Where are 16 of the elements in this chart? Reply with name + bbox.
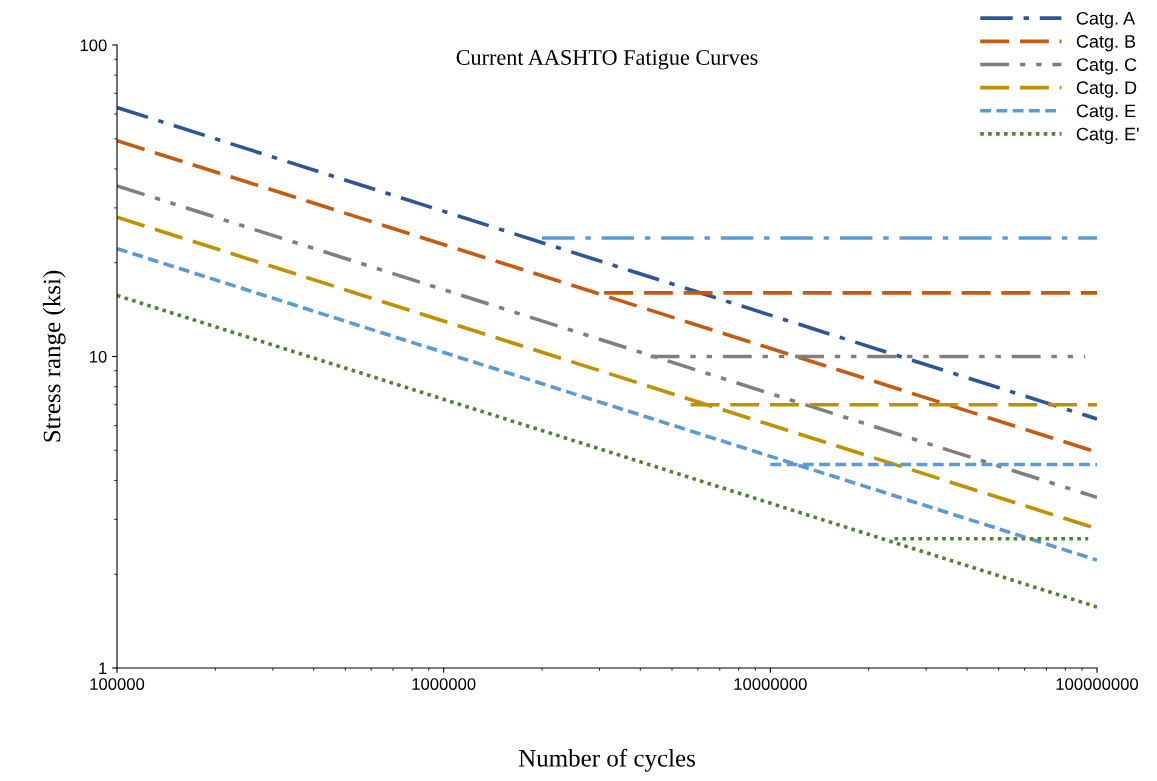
y-axis-title: Stress range (ksi) [42,270,66,442]
y-tick-label: 100 [80,39,107,52]
legend-label: Catg. A [1076,11,1136,29]
legend-label: Catg. C [1076,58,1137,75]
legend-label: Catg. D [1076,81,1137,98]
x-tick-label: 100000000 [1056,678,1139,690]
legend-label: Catg. B [1076,35,1136,52]
legend-label: Catg. E [1076,104,1136,121]
x-axis-title: Number of cycles [518,748,695,772]
legend-label: Catg. E' [1076,127,1139,144]
chart-title: Current AASHTO Fatigue Curves [456,49,758,70]
x-tick-label: 10000000 [734,678,807,690]
y-tick-label: 1 [99,662,107,675]
x-tick-label: 1000000 [412,678,476,690]
y-tick-label: 10 [90,350,107,363]
x-tick-label: 100000 [90,678,145,690]
